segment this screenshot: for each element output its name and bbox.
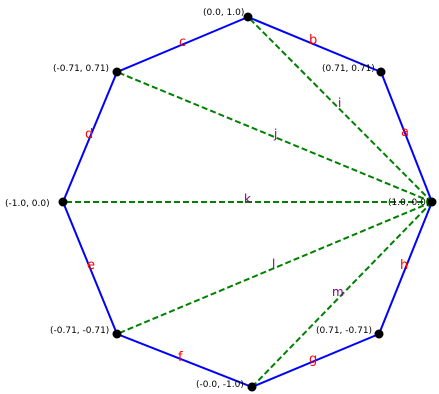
edge-b [247,16,382,73]
diagonal-label-l: l [272,257,275,271]
vertex-label-v1: (0.71, 0.71) [322,64,375,74]
vertex-v0 [427,197,437,207]
edge-h [378,201,433,335]
vertex-label-v6: (-0.0, -1.0) [196,380,244,390]
edge-a [380,71,433,203]
edge-labels: a b c d e f g h [85,33,409,367]
diagonal-l [116,201,433,335]
vertex-v3 [112,67,122,77]
edge-g [251,333,380,388]
vertex-label-v5: (-0.71, -0.71) [50,326,109,336]
edge-label-g: g [309,352,317,367]
edges [62,16,433,388]
vertex-labels: (1.0, 0.0) (0.71, 0.71) (0.0, 1.0) (-0.7… [5,8,429,390]
diagonal-label-j: j [273,127,277,141]
vertex-v4 [58,197,68,207]
diagonal-labels: i j k l m [244,96,344,299]
diagonal-label-m: m [332,285,344,299]
diagonals [63,16,433,388]
vertex-label-v3: (-0.71, 0.71) [53,64,109,74]
diagonal-label-k: k [244,192,251,206]
edge-e [62,201,118,335]
edge-label-d: d [85,127,93,142]
diagonal-label-i: i [338,96,341,110]
vertices [58,12,437,392]
vertex-v6 [247,382,257,392]
diagonal-m [251,201,433,388]
vertex-v1 [376,67,386,77]
edge-f [116,333,253,388]
vertex-label-v4: (-1.0, 0.0) [5,199,50,209]
edge-label-h: h [400,258,408,273]
edge-d [62,71,118,203]
diagonal-i [247,16,433,203]
vertex-v2 [243,12,253,22]
vertex-label-v2: (0.0, 1.0) [203,8,244,18]
vertex-label-v7: (0.71, -0.71) [316,326,372,336]
edge-label-e: e [87,258,95,273]
edge-label-f: f [178,350,183,365]
edge-c [116,16,249,73]
edge-label-a: a [401,125,409,140]
edge-label-b: b [309,33,317,48]
vertex-label-v0: (1.0, 0.0) [388,198,429,208]
vertex-v5 [112,329,122,339]
vertex-v7 [374,329,384,339]
diagonal-j [116,71,433,203]
edge-label-c: c [179,35,186,50]
